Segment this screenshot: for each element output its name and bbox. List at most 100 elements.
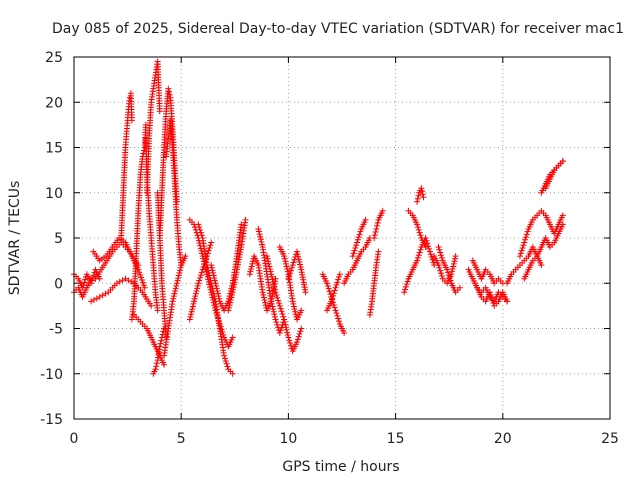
data-point-interp [211,275,218,282]
data-point-interp [415,226,422,233]
data-point-interp [402,286,409,293]
data-point [516,253,523,260]
data-point-interp [438,252,445,259]
data-point-interp [257,233,264,240]
data-point-interp [196,277,203,284]
data-point-interp [284,331,291,338]
data-point-interp [99,292,106,299]
data-point-interp [291,306,298,313]
data-point-interp [283,326,290,333]
x-tick-label: 0 [70,431,79,447]
data-point-interp [436,264,443,271]
data-point [341,330,348,337]
data-point [426,248,433,255]
data-point [422,244,429,251]
data-point [182,253,189,260]
data-point [142,121,149,128]
x-tick-label: 25 [601,431,619,447]
x-tick-label: 15 [387,431,405,447]
data-point [161,361,168,368]
data-point-interp [265,260,272,267]
data-point-interp [209,267,216,274]
data-point-interp [125,277,132,284]
data-point-interp [192,290,199,297]
y-tick-label: 20 [45,95,63,111]
data-point [203,253,210,260]
data-point-interp [271,311,278,318]
data-point-interp [275,300,282,307]
data-point-interp [267,268,274,275]
data-point [289,298,296,305]
data-point-interp [207,242,214,249]
data-point-interp [247,268,254,275]
data-point [141,284,148,291]
data-point-interp [488,294,495,301]
data-point [373,225,380,232]
data-point-interp [333,282,340,289]
y-tick-label: -10 [40,367,63,383]
data-point [379,207,386,214]
data-point-interp [205,247,212,254]
data-point-interp [215,293,222,300]
data-point-interp [174,277,181,284]
data-point-interp [262,299,269,306]
data-point-interp [355,234,362,241]
data-point-interp [176,269,183,276]
data-point-interp [196,224,203,231]
data-point-interp [260,294,267,301]
y-tick-label: 5 [54,231,63,247]
data-point [298,307,305,314]
data-point-interp [489,297,496,304]
data-point [414,221,421,228]
data-point-interp [438,254,445,261]
data-point [285,334,292,341]
data-point-interp [140,282,147,289]
data-point-interp [331,304,338,311]
data-point [448,271,455,278]
data-point-interp [295,256,302,263]
data-point-interp [266,263,273,270]
data-point [165,85,172,92]
data-point-interp [487,292,494,299]
data-point [272,289,279,296]
data-point-interp [214,288,221,295]
data-point-interp [279,311,286,318]
data-point-interp [270,278,277,285]
data-point-interp [271,313,278,320]
data-point-interp [191,295,198,302]
data-point-interp [329,295,336,302]
data-point-interp [171,290,178,297]
data-point-interp [213,282,220,289]
data-point [169,298,176,305]
data-point-interp [424,240,431,247]
y-tick-label: -5 [49,322,63,338]
data-point-interp [229,291,236,298]
chart-title: Day 085 of 2025, Sidereal Day-to-day VTE… [52,21,624,37]
data-point-interp [200,263,207,270]
data-point [268,298,275,305]
data-point-interp [227,299,234,306]
data-point [371,235,378,241]
data-point [199,266,206,273]
data-point-interp [352,244,359,251]
data-point-interp [259,241,266,248]
data-point-interp [281,319,288,326]
data-point-interp [278,308,285,315]
data-point [246,271,253,278]
data-point [435,244,442,251]
data-point-interp [290,300,297,307]
y-tick-label: 25 [45,50,63,66]
data-point-interp [374,219,381,226]
data-point-interp [153,363,160,370]
data-point-interp [277,305,284,312]
data-point [173,280,180,287]
data-point [486,289,493,296]
data-point-interp [452,255,459,262]
data-point [414,257,421,264]
data-point-interp [283,263,290,270]
data-point-interp [268,300,275,307]
data-point-interp [223,360,230,367]
data-point [225,307,232,314]
data-point-interp [331,287,338,294]
